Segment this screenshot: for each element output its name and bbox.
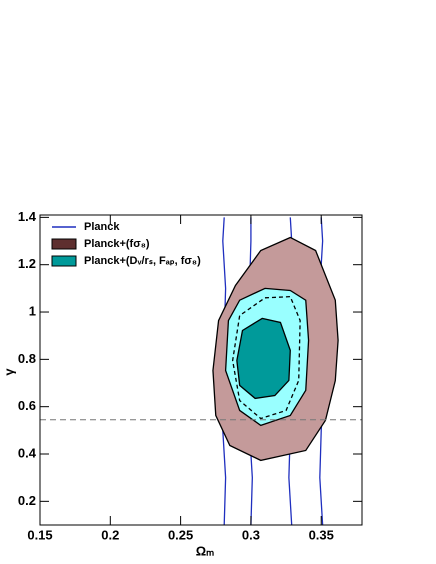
legend-label: Planck+(Dᵥ/rₛ, Fₐₚ, fσ₈) — [84, 255, 201, 267]
legend-swatch — [51, 238, 77, 250]
x-tick-label: 0.15 — [27, 527, 52, 542]
y-tick-label: 0.2 — [18, 493, 36, 508]
y-tick-label: 1.2 — [18, 256, 36, 271]
y-tick-label: 0.6 — [18, 398, 36, 413]
x-tick-label: 0.35 — [309, 527, 334, 542]
x-axis-label: Ωₘ — [196, 543, 215, 558]
y-tick-label: 1.4 — [18, 209, 37, 224]
contour — [236, 317, 291, 400]
x-tick-label: 0.25 — [168, 527, 193, 542]
y-tick-label: 0.4 — [18, 445, 37, 460]
legend-label: Planck+(fσ₈) — [84, 238, 150, 250]
y-axis-label: γ — [1, 368, 16, 376]
y-tick-label: 1 — [29, 303, 36, 318]
legend-label: Planck — [84, 221, 120, 233]
frame — [39, 214, 363, 526]
y-tick-label: 0.8 — [18, 351, 36, 366]
legend-swatch — [51, 255, 77, 267]
x-tick-label: 0.2 — [101, 527, 119, 542]
contour — [231, 295, 301, 420]
x-tick-label: 0.3 — [242, 527, 260, 542]
